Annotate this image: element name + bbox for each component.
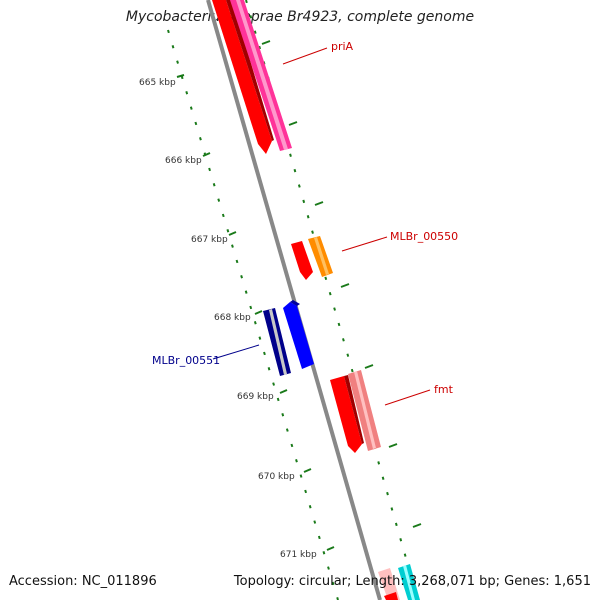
- gene-label-priA: priA: [331, 40, 354, 53]
- gene-priA[interactable]: priA: [212, 0, 354, 154]
- gene-band-highlight: [236, 0, 288, 150]
- gene-band-highlight: [269, 309, 287, 375]
- cds-arrow: [212, 0, 272, 154]
- tick-label-671: 671 kbp: [280, 550, 317, 560]
- tick-mark: [303, 468, 312, 473]
- gene-label-MLBr_00551: MLBr_00551: [152, 354, 220, 367]
- tick-label-670: 670 kbp: [258, 472, 295, 482]
- tick-label-669: 669 kbp: [237, 392, 274, 402]
- cds-shadow: [226, 0, 274, 141]
- gene-label-leader: [282, 47, 328, 65]
- tick-mark: [288, 121, 298, 126]
- gene-label-leader: [384, 389, 431, 406]
- tick-mark: [176, 74, 185, 78]
- gene-band-highlight: [314, 237, 329, 275]
- genome-summary-text: Topology: circular; Length: 3,268,071 bp…: [233, 574, 591, 589]
- cds-shadow: [290, 300, 300, 306]
- tick-label-665: 665 kbp: [139, 78, 176, 88]
- gene-label-MLBr_00550: MLBr_00550: [390, 230, 458, 243]
- tick-mark: [326, 546, 335, 551]
- gene-fmt[interactable]: fmt: [330, 370, 454, 453]
- accession-text: Accession: NC_011896: [9, 574, 157, 589]
- gene-MLBr_00550[interactable]: MLBr_00550: [291, 230, 458, 280]
- tick-mark: [202, 152, 211, 157]
- tick-mark: [254, 310, 263, 315]
- cds-shadow: [344, 375, 364, 444]
- outer-tick-group: [261, 40, 422, 528]
- gene-MLBr_00551[interactable]: MLBr_00551: [152, 300, 314, 376]
- tick-mark: [314, 201, 324, 206]
- cds-arrow: [291, 241, 313, 280]
- cds-arrow: [384, 592, 398, 600]
- tick-mark: [261, 40, 271, 45]
- gene-band-highlight: [354, 371, 376, 449]
- cds-arrow: [283, 302, 314, 369]
- gene-band: [378, 568, 400, 600]
- tick-label-667: 667 kbp: [191, 235, 228, 245]
- genome-backbone: [206, 0, 382, 600]
- tick-mark: [364, 364, 374, 369]
- tick-label-666: 666 kbp: [165, 156, 202, 166]
- tick-mark: [388, 443, 398, 448]
- cds-arrow: [330, 376, 362, 453]
- gene-label-leader: [341, 236, 388, 252]
- gene-band-highlight: [403, 565, 415, 600]
- gene-partial-bottom[interactable]: [378, 564, 420, 600]
- tick-mark: [279, 389, 288, 394]
- tick-group: 665 kbp 666 kbp 667 kbp 668 kbp 669 kbp …: [139, 74, 335, 560]
- tick-label-668: 668 kbp: [214, 313, 251, 323]
- gene-label-leader: [212, 344, 260, 360]
- tick-mark: [340, 283, 350, 288]
- tick-mark: [412, 523, 422, 528]
- tick-mark: [228, 231, 237, 236]
- gene-label-fmt: fmt: [434, 383, 454, 396]
